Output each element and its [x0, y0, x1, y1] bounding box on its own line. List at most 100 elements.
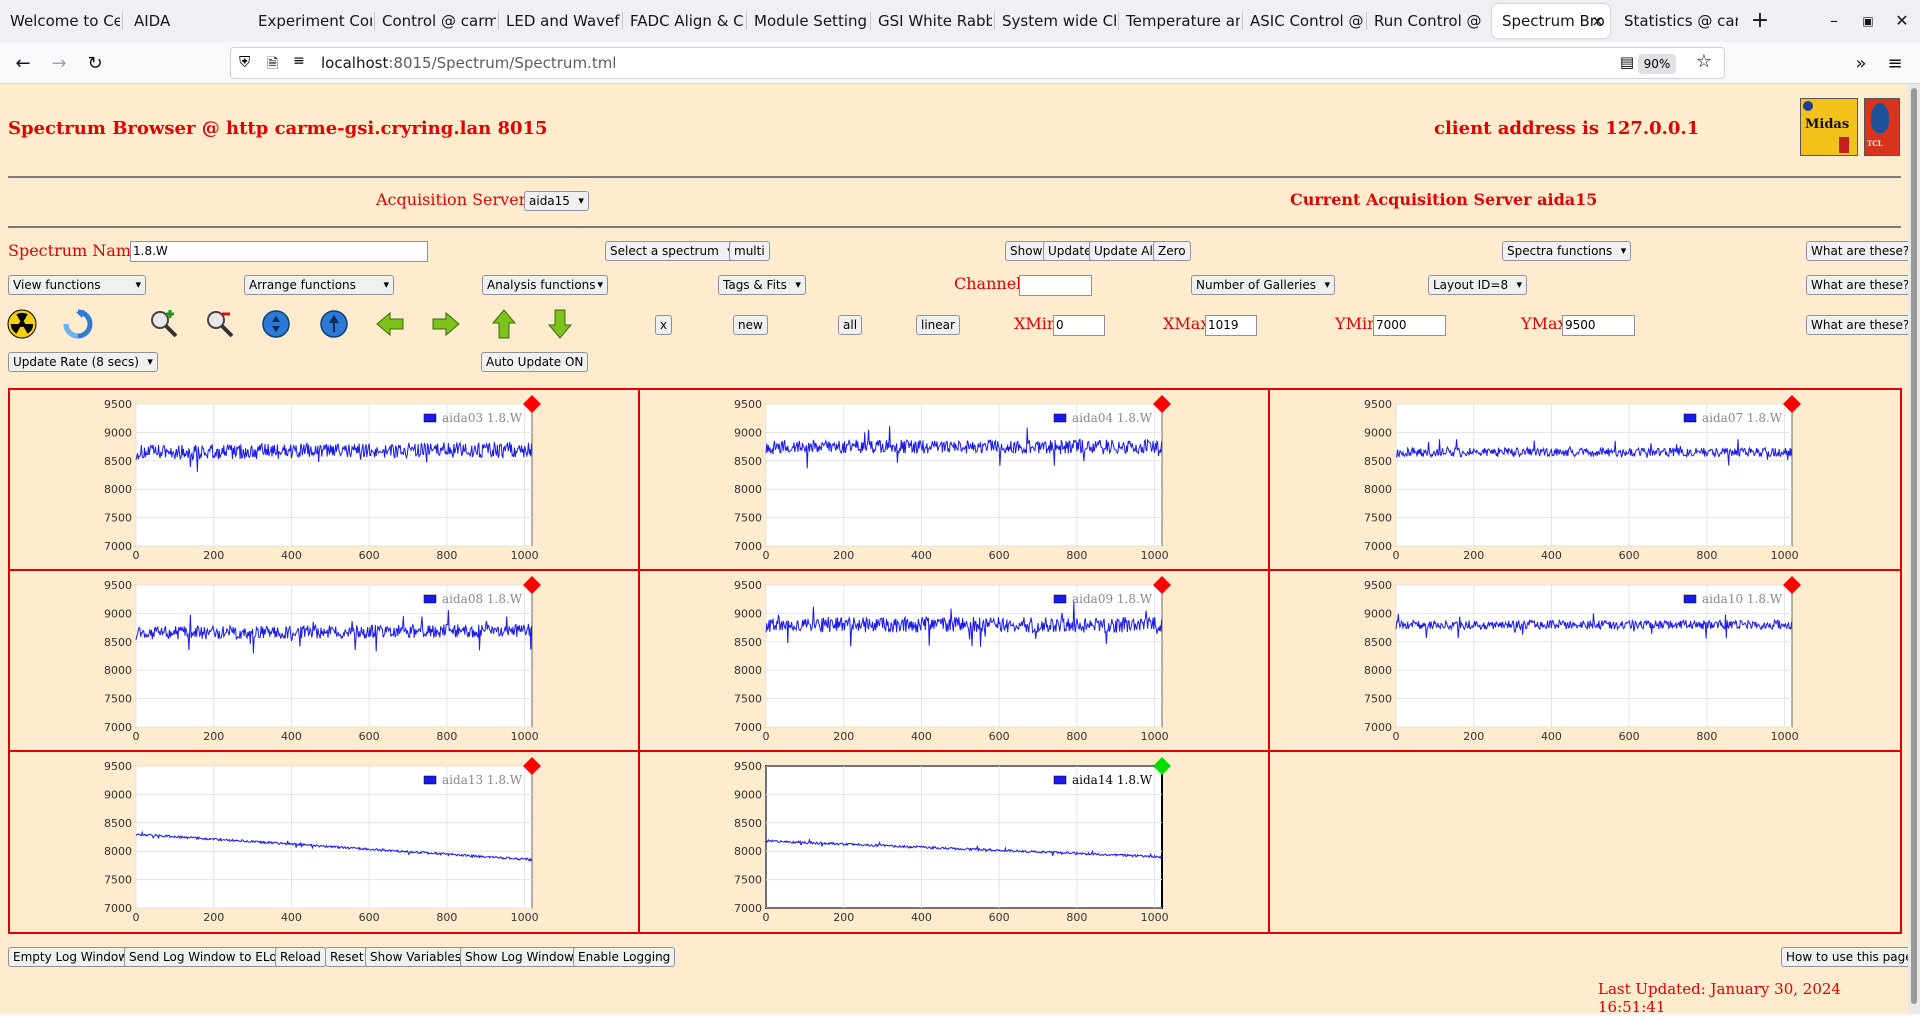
status-marker[interactable] — [1153, 576, 1171, 594]
tab-temperature[interactable]: Temperature an — [1126, 12, 1240, 30]
plot-area[interactable] — [765, 403, 1163, 547]
auto-update-button[interactable]: Auto Update ON — [481, 352, 589, 372]
view-functions-select[interactable]: View functions — [8, 275, 146, 295]
spectrum-chart[interactable]: 0 200 400 600 800 1000 9500 9000 8500 8000 7500 700… — [10, 390, 640, 571]
tab-spectrum-browser[interactable]: Spectrum Bro × — [1492, 4, 1610, 38]
spectrum-chart[interactable]: 0 200 400 600 800 1000 9500 9000 8500 8000 7500 700… — [640, 752, 1270, 933]
analysis-functions-select[interactable]: Analysis functions — [482, 275, 608, 295]
xmin-input[interactable]: 0 — [1053, 315, 1105, 336]
show-log-button[interactable]: Show Log Window — [460, 947, 579, 967]
zoom-badge[interactable]: 90% — [1638, 54, 1676, 74]
acq-server-select[interactable]: aida15 — [524, 191, 589, 211]
show-variables-button[interactable]: Show Variables — [365, 947, 467, 967]
gallery-cell[interactable]: 0 200 400 600 800 1000 9500 9000 8500 8000 7500 700… — [10, 390, 640, 571]
gallery-cell[interactable]: 0 200 400 600 800 1000 9500 9000 8500 8000 7500 700… — [640, 752, 1270, 932]
what-are-these-button-2[interactable]: What are these? — [1806, 275, 1915, 295]
spectra-functions-select[interactable]: Spectra functions — [1502, 241, 1632, 261]
tags-fits-select[interactable]: Tags & Fits — [718, 275, 806, 295]
all-button[interactable]: all — [838, 315, 863, 335]
expand-y-alt-icon[interactable] — [318, 308, 350, 340]
spectrum-chart[interactable]: 0 200 400 600 800 1000 9500 9000 8500 8000 7500 700… — [1270, 571, 1900, 752]
overflow-chevron-icon[interactable]: » — [1855, 53, 1867, 74]
ymin-input[interactable]: 7000 — [1373, 315, 1446, 336]
plot-area[interactable] — [135, 584, 533, 728]
galleries-select[interactable]: Number of Galleries — [1191, 275, 1336, 295]
status-marker[interactable] — [1153, 395, 1171, 413]
tab-white-rabbit[interactable]: GSI White Rabb — [878, 12, 992, 30]
maximize-icon[interactable]: ▣ — [1862, 14, 1874, 28]
ymax-input[interactable]: 9500 — [1562, 315, 1635, 336]
plot-area[interactable] — [765, 765, 1163, 909]
gallery-cell[interactable]: 0 200 400 600 800 1000 9500 9000 8500 8000 7500 700… — [10, 571, 640, 752]
plot-area[interactable] — [1395, 584, 1793, 728]
send-log-button[interactable]: Send Log Window to ELog — [124, 947, 290, 967]
spectrum-chart[interactable]: 0 200 400 600 800 1000 9500 9000 8500 8000 7500 700… — [10, 571, 640, 752]
close-window-icon[interactable]: ✕ — [1895, 11, 1909, 30]
empty-log-button[interactable]: Empty Log Window — [8, 947, 134, 967]
new-button[interactable]: new — [733, 315, 768, 335]
enable-logging-button[interactable]: Enable Logging — [573, 947, 676, 967]
tab-experiment-control[interactable]: Experiment Con — [258, 12, 372, 30]
arrange-functions-select[interactable]: Arrange functions — [244, 275, 394, 295]
tab-module-settings[interactable]: Module Settings — [754, 12, 868, 30]
x-button[interactable]: x — [655, 315, 673, 335]
reset-button[interactable]: Reset — [325, 947, 369, 967]
gallery-cell[interactable]: 0 200 400 600 800 1000 9500 9000 8500 8000 7500 700… — [1270, 390, 1900, 571]
layout-select[interactable]: Layout ID=8 — [1428, 275, 1528, 295]
tab-run-control[interactable]: Run Control @ — [1374, 12, 1482, 30]
minimize-icon[interactable]: – — [1830, 11, 1838, 30]
status-marker[interactable] — [1783, 395, 1801, 413]
select-spectrum-select[interactable]: Select a spectrum — [605, 241, 738, 261]
tab-fadc-align[interactable]: FADC Align & C — [630, 12, 744, 30]
status-marker[interactable] — [523, 757, 541, 775]
spectrum-chart[interactable]: 0 200 400 600 800 1000 9500 9000 8500 8000 7500 700… — [640, 390, 1270, 571]
tab-system-wide[interactable]: System wide Ch — [1002, 12, 1116, 30]
how-to-button[interactable]: How to use this page — [1781, 947, 1918, 967]
arrow-down-icon[interactable] — [544, 308, 576, 340]
plot-area[interactable] — [765, 584, 1163, 728]
tab-statistics[interactable]: Statistics @ car — [1624, 12, 1738, 30]
arrow-left-icon[interactable] — [374, 308, 406, 340]
tab-aida[interactable]: AIDA — [134, 12, 171, 30]
shield-icon[interactable]: ⛨ — [239, 53, 251, 71]
menu-icon[interactable]: ≡ — [1887, 53, 1903, 74]
update-button[interactable]: Update — [1043, 241, 1097, 261]
gallery-cell[interactable]: 0 200 400 600 800 1000 9500 9000 8500 8000 7500 700… — [640, 571, 1270, 752]
forward-icon[interactable]: → — [51, 53, 67, 74]
zoom-out-icon[interactable] — [204, 308, 236, 340]
reload-button[interactable]: Reload — [275, 947, 326, 967]
arrow-right-icon[interactable] — [430, 308, 462, 340]
status-marker[interactable] — [523, 576, 541, 594]
reload-icon[interactable]: ↻ — [87, 53, 103, 74]
url-bar[interactable]: ⛨ 🗎 ≡ localhost:8015/Spectrum/Spectrum.t… — [230, 47, 1725, 79]
page-scrollbar[interactable] — [1908, 84, 1920, 1014]
spectrum-chart[interactable]: 0 200 400 600 800 1000 9500 9000 8500 8000 7500 700… — [1270, 390, 1900, 571]
new-tab-icon[interactable]: + — [1750, 8, 1770, 33]
permissions-icon[interactable]: ≡ — [293, 53, 305, 69]
arrow-up-icon[interactable] — [488, 308, 520, 340]
zoom-in-icon[interactable] — [148, 308, 180, 340]
spectrum-name-input[interactable]: 1.8.W — [130, 241, 428, 262]
close-tab-icon[interactable]: × — [1591, 12, 1604, 30]
refresh-icon[interactable] — [62, 308, 94, 340]
gallery-cell[interactable]: 0 200 400 600 800 1000 9500 9000 8500 8000 7500 700… — [1270, 571, 1900, 752]
url-text[interactable]: localhost:8015/Spectrum/Spectrum.tml — [321, 54, 616, 72]
status-marker[interactable] — [1783, 576, 1801, 594]
status-marker[interactable] — [523, 395, 541, 413]
gallery-cell[interactable]: 0 200 400 600 800 1000 9500 9000 8500 8000 7500 700… — [10, 752, 640, 932]
status-marker[interactable] — [1153, 757, 1171, 775]
xmax-input[interactable]: 1019 — [1205, 315, 1257, 336]
what-are-these-button-3[interactable]: What are these? — [1806, 315, 1915, 335]
spectrum-chart[interactable]: 0 200 400 600 800 1000 9500 9000 8500 8000 7500 700… — [640, 571, 1270, 752]
radiation-icon[interactable] — [6, 308, 38, 340]
zero-button[interactable]: Zero — [1153, 241, 1191, 261]
bookmark-star-icon[interactable]: ☆ — [1695, 51, 1712, 72]
plot-area[interactable] — [135, 403, 533, 547]
tab-asic-control[interactable]: ASIC Control @ — [1250, 12, 1364, 30]
update-all-button[interactable]: Update All — [1089, 241, 1162, 261]
tab-led-waveform[interactable]: LED and Wavef — [506, 12, 620, 30]
linear-button[interactable]: linear — [916, 315, 960, 335]
what-are-these-button-1[interactable]: What are these? — [1806, 241, 1915, 261]
spectrum-chart[interactable]: 0 200 400 600 800 1000 9500 9000 8500 8000 7500 700… — [10, 752, 640, 933]
back-icon[interactable]: ← — [15, 53, 31, 74]
